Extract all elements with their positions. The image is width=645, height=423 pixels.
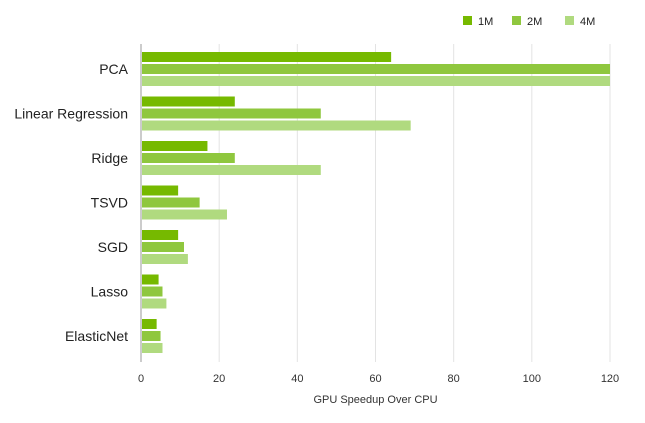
bar-4M-tsvd <box>142 209 227 220</box>
category-label: Ridge <box>91 150 128 166</box>
bar-1M-ridge <box>142 141 208 151</box>
bar-1M-tsvd <box>142 185 179 196</box>
x-axis-title: GPU Speedup Over CPU <box>313 394 437 406</box>
category-label: SGD <box>98 239 128 255</box>
x-tick-labels: 0 20 40 60 80 100 120 <box>138 373 619 385</box>
category-label: Linear Regression <box>14 106 128 122</box>
bar-4M-linear-regression <box>142 120 411 131</box>
bar-4M-ridge <box>142 165 321 175</box>
category-label: PCA <box>99 61 128 77</box>
x-tick-label: 100 <box>523 373 541 385</box>
legend-label: 4M <box>580 16 595 28</box>
x-tick-label: 60 <box>369 373 381 385</box>
bar-2M-linear-regression <box>142 108 321 119</box>
grid-lines <box>218 44 611 362</box>
legend-swatch <box>565 16 574 25</box>
bar-1M-elasticnet <box>142 319 157 329</box>
category-label: TSVD <box>91 195 128 211</box>
x-tick-label: 0 <box>138 373 144 385</box>
bar-4M-elasticnet <box>142 343 163 353</box>
bar-1M-lasso <box>142 274 159 285</box>
x-tick-label: 120 <box>601 373 619 385</box>
bar-2M-lasso <box>142 286 163 297</box>
x-tick-label: 40 <box>291 373 303 385</box>
bar-1M-pca <box>142 52 392 62</box>
category-label: Lasso <box>91 284 129 300</box>
bar-4M-sgd <box>142 254 188 264</box>
legend-swatch <box>463 16 472 25</box>
bar-2M-sgd <box>142 242 184 252</box>
bars <box>142 52 610 353</box>
legend: 1M 2M 4M <box>463 16 595 28</box>
x-tick-label: 80 <box>448 373 460 385</box>
bar-2M-tsvd <box>142 197 200 208</box>
category-labels: PCA Linear Regression Ridge TSVD SGD Lasso Ela… <box>14 61 128 344</box>
bar-2M-ridge <box>142 153 235 163</box>
legend-label: 1M <box>478 16 493 28</box>
bar-4M-pca <box>142 76 610 86</box>
bar-4M-lasso <box>142 298 167 309</box>
legend-swatch <box>512 16 521 25</box>
bar-2M-pca <box>142 64 610 74</box>
legend-label: 2M <box>527 16 542 28</box>
bar-2M-elasticnet <box>142 331 161 341</box>
category-label: ElasticNet <box>65 328 128 344</box>
bar-1M-sgd <box>142 230 179 240</box>
x-tick-label: 20 <box>213 373 225 385</box>
bar-1M-linear-regression <box>142 96 235 107</box>
